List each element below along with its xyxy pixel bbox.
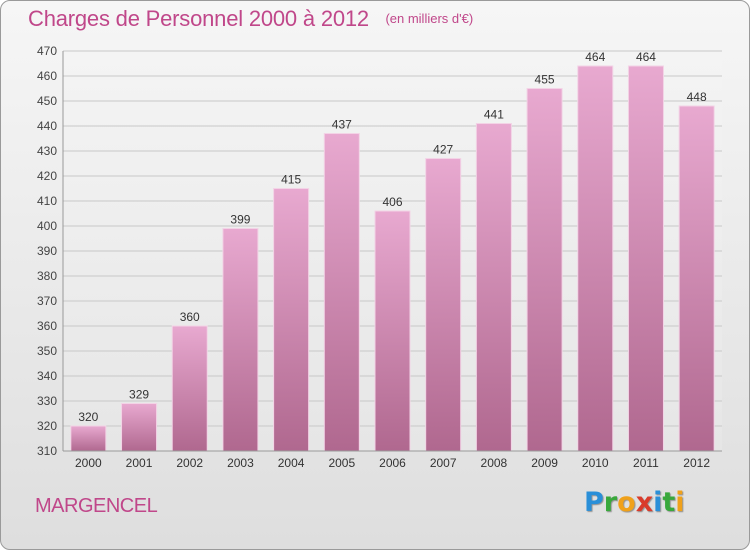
y-tick-label: 470: [37, 44, 57, 58]
bar: [627, 65, 664, 452]
data-label: 441: [484, 108, 504, 122]
x-tick-label: 2007: [430, 456, 457, 470]
x-tick-label: 2012: [683, 456, 710, 470]
y-tick-label: 420: [37, 169, 57, 183]
y-tick-label: 310: [37, 444, 57, 458]
x-tick-label: 2010: [582, 456, 609, 470]
labels: 310 320 330 340 350 360 370 380 390 400 410 420 430 4…: [37, 44, 710, 470]
data-label: 455: [535, 73, 555, 87]
chart-subtitle: (en milliers d'€): [385, 11, 474, 26]
logo-letter: i: [675, 487, 685, 518]
logo-letter: r: [603, 487, 618, 518]
y-tick-label: 410: [37, 194, 57, 208]
bar: [577, 65, 614, 452]
logo-letter: P: [584, 487, 604, 518]
logo-letter: i: [653, 487, 663, 518]
proxiti-logo: Proxiti: [584, 487, 685, 518]
logo-letter: x: [635, 487, 654, 518]
bar: [678, 105, 715, 452]
y-tick-label: 430: [37, 144, 57, 158]
data-label: 406: [382, 195, 402, 209]
y-tick-label: 360: [37, 319, 57, 333]
bar: [171, 325, 208, 452]
chart-header: Charges de Personnel 2000 à 2012 (en mil…: [28, 6, 473, 32]
bar: [222, 228, 259, 452]
y-tick-label: 450: [37, 94, 57, 108]
x-tick-label: 2001: [126, 456, 153, 470]
y-tick-label: 440: [37, 119, 57, 133]
y-tick-label: 390: [37, 244, 57, 258]
data-label: 360: [180, 310, 200, 324]
logo-letter: t: [662, 487, 676, 518]
y-tick-label: 380: [37, 269, 57, 283]
bar: [425, 158, 462, 452]
bar: [374, 210, 411, 452]
x-tick-label: 2009: [531, 456, 558, 470]
x-tick-label: 2006: [379, 456, 406, 470]
x-tick-label: 2008: [481, 456, 508, 470]
bar: [70, 425, 107, 452]
data-label: 448: [687, 90, 707, 104]
bar: [475, 123, 512, 452]
axes: [62, 51, 722, 452]
y-tick-label: 320: [37, 419, 57, 433]
data-label: 399: [230, 213, 250, 227]
x-tick-label: 2000: [75, 456, 102, 470]
data-label: 427: [433, 143, 453, 157]
y-tick-label: 350: [37, 344, 57, 358]
x-tick-label: 2002: [176, 456, 203, 470]
y-tick-label: 340: [37, 369, 57, 383]
y-tick-label: 460: [37, 69, 57, 83]
x-tick-label: 2005: [328, 456, 355, 470]
bar: [526, 88, 563, 452]
data-label: 464: [585, 50, 605, 64]
chart-title: Charges de Personnel 2000 à 2012: [28, 6, 369, 31]
data-label: 329: [129, 388, 149, 402]
y-tick-label: 400: [37, 219, 57, 233]
commune-name: MARGENCEL: [35, 495, 158, 517]
y-tick-label: 370: [37, 294, 57, 308]
y-tick-label: 330: [37, 394, 57, 408]
logo-letter: o: [617, 487, 636, 518]
data-label: 320: [78, 410, 98, 424]
data-label: 415: [281, 173, 301, 187]
bars: [70, 65, 715, 452]
x-tick-label: 2004: [278, 456, 305, 470]
bar: [273, 188, 310, 452]
x-tick-label: 2003: [227, 456, 254, 470]
data-label: 437: [332, 118, 352, 132]
data-label: 464: [636, 50, 656, 64]
bar: [121, 403, 158, 452]
x-tick-label: 2011: [633, 456, 659, 470]
bar: [323, 133, 360, 452]
